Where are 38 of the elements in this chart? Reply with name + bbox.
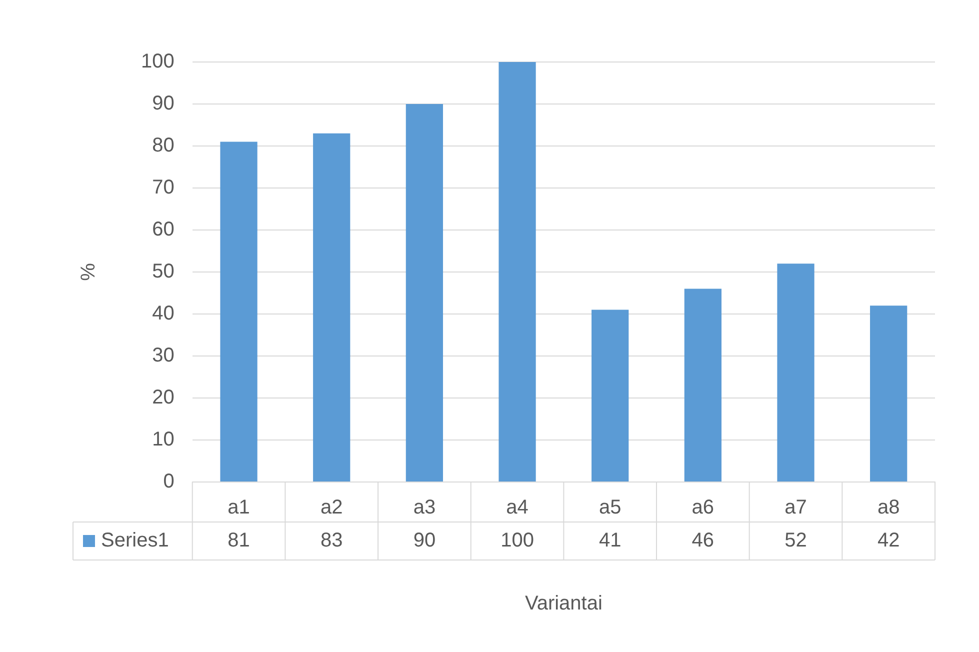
y-tick-label: 60	[152, 218, 174, 241]
data-label: 100	[500, 530, 534, 552]
data-label: 52	[784, 530, 807, 552]
data-label: 90	[413, 530, 436, 552]
data-label: 46	[692, 530, 714, 552]
y-tick-label: 20	[152, 386, 174, 409]
y-tick-label: 40	[152, 302, 174, 325]
x-tick-label: a5	[598, 496, 622, 519]
bar	[313, 133, 350, 482]
y-tick-label: 50	[152, 260, 174, 283]
y-tick-label: 90	[152, 92, 174, 115]
x-axis-title: Variantai	[524, 592, 602, 615]
x-tick-label: a1	[228, 496, 250, 519]
y-tick-label: 80	[152, 134, 174, 157]
bar	[406, 104, 444, 482]
y-tick-label: 30	[152, 344, 174, 367]
x-tick-label: a7	[784, 496, 807, 519]
bar	[592, 310, 629, 482]
y-axis-title: %	[78, 262, 100, 281]
bar	[684, 288, 722, 482]
x-tick-label: a4	[506, 496, 528, 519]
data-label: 83	[320, 530, 343, 552]
y-tick-label: 100	[140, 50, 174, 73]
bar	[498, 62, 536, 482]
data-label: 42	[877, 530, 900, 552]
y-tick-label: 10	[152, 428, 174, 451]
bar	[777, 264, 814, 482]
data-label: 81	[228, 530, 250, 552]
bar	[220, 142, 258, 482]
y-tick-label: 0	[163, 470, 174, 493]
x-tick-label: a3	[413, 496, 436, 519]
x-tick-label: a6	[692, 496, 714, 519]
x-tick-label: a8	[877, 496, 900, 519]
bar	[870, 306, 908, 482]
y-tick-label: 70	[152, 176, 174, 199]
legend-label: Series1	[101, 530, 169, 552]
data-label: 41	[598, 530, 622, 552]
x-tick-label: a2	[320, 496, 343, 519]
